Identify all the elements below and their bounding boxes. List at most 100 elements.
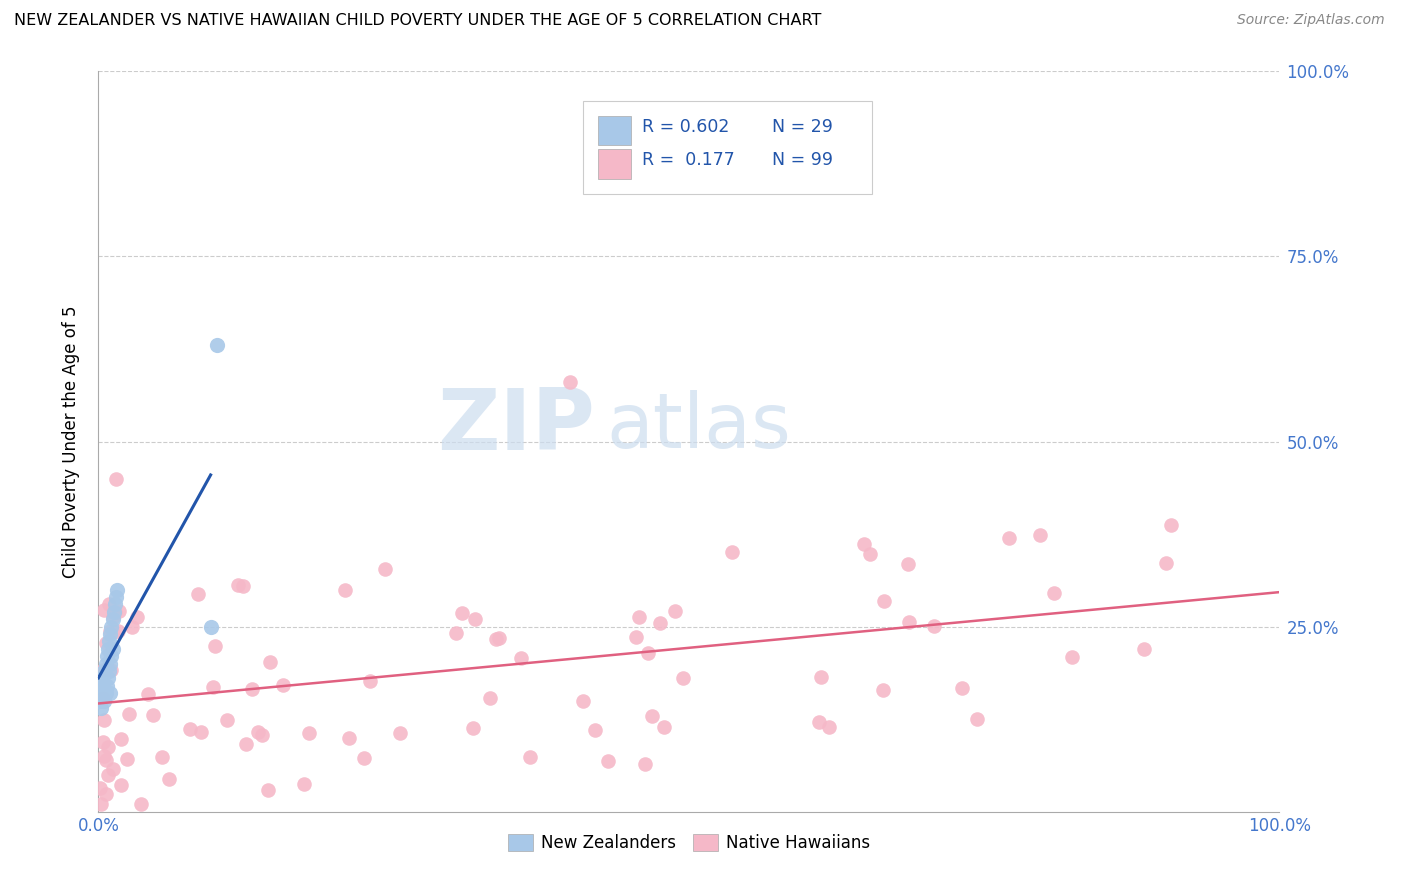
Y-axis label: Child Poverty Under the Age of 5: Child Poverty Under the Age of 5 (62, 305, 80, 578)
Point (852, 537, 875, 551)
Text: NEW ZEALANDER VS NATIVE HAWAIIAN CHILD POVERTY UNDER THE AGE OF 5 CORRELATION CH: NEW ZEALANDER VS NATIVE HAWAIIAN CHILD P… (14, 13, 821, 29)
Point (103, 762, 125, 776)
Point (110, 779, 132, 793)
Point (104, 598, 127, 612)
Point (998, 531, 1021, 545)
Point (374, 562, 396, 576)
Point (90, 797, 112, 812)
Point (98, 657, 121, 671)
Point (97, 768, 120, 782)
Point (105, 582, 128, 597)
Point (247, 724, 270, 739)
Point (97, 739, 120, 754)
Point (664, 604, 686, 618)
Point (596, 754, 619, 768)
Point (90, 701, 112, 715)
Point (98, 686, 121, 700)
Point (626, 630, 648, 644)
FancyBboxPatch shape (598, 149, 631, 178)
Point (628, 610, 651, 624)
Point (226, 577, 249, 591)
Point (96, 649, 118, 664)
Point (93, 664, 115, 678)
Point (259, 656, 281, 670)
Point (333, 582, 356, 597)
Point (101, 610, 124, 624)
Point (91, 679, 114, 693)
Legend: New Zealanders, Native Hawaiians: New Zealanders, Native Hawaiians (501, 828, 877, 859)
Point (389, 726, 412, 740)
Point (117, 752, 139, 766)
Point (142, 707, 165, 722)
Point (461, 722, 484, 736)
Point (96, 753, 118, 767)
Point (634, 756, 657, 771)
Point (1029, 528, 1052, 542)
Point (235, 737, 257, 751)
Point (966, 713, 988, 727)
Point (96, 787, 118, 801)
Point (89, 694, 111, 708)
Point (359, 673, 381, 688)
Point (808, 715, 831, 730)
Point (217, 714, 239, 728)
Point (872, 594, 894, 608)
Point (585, 723, 607, 737)
Point (107, 624, 129, 638)
Point (108, 604, 131, 618)
Point (157, 772, 180, 787)
Point (94, 686, 117, 700)
Text: atlas: atlas (606, 390, 792, 464)
Text: N = 29: N = 29 (772, 118, 832, 136)
Point (637, 646, 659, 660)
Point (89, 679, 111, 693)
Point (204, 639, 226, 653)
Text: Source: ZipAtlas.com: Source: ZipAtlas.com (1237, 13, 1385, 28)
Point (292, 776, 315, 790)
Point (91, 691, 114, 706)
Point (101, 641, 124, 656)
Point (94, 636, 117, 650)
Point (1160, 518, 1182, 533)
Point (94, 657, 117, 671)
Point (337, 731, 360, 745)
Point (110, 732, 132, 747)
Point (89, 780, 111, 795)
Point (90, 672, 112, 686)
Point (98, 598, 121, 612)
Point (897, 615, 920, 630)
Point (922, 619, 945, 633)
Point (91, 734, 114, 748)
Point (571, 694, 593, 708)
Point (1133, 642, 1156, 657)
Point (93, 713, 115, 727)
Point (485, 632, 508, 646)
Point (859, 547, 882, 561)
Text: ZIP: ZIP (437, 385, 595, 468)
Point (100, 663, 122, 677)
Point (271, 678, 294, 692)
Point (952, 681, 974, 695)
Point (479, 691, 502, 706)
Point (654, 720, 676, 734)
Point (129, 797, 152, 812)
Point (1062, 650, 1084, 665)
Point (179, 723, 201, 737)
Point (488, 632, 510, 646)
Point (105, 471, 128, 485)
FancyBboxPatch shape (582, 101, 872, 194)
Point (100, 649, 122, 664)
Point (1043, 586, 1066, 600)
Point (101, 612, 124, 626)
Point (103, 605, 125, 619)
Point (451, 606, 474, 620)
Point (201, 680, 224, 694)
Point (121, 620, 143, 634)
Point (444, 626, 467, 640)
Point (97, 641, 120, 656)
Point (558, 376, 581, 390)
Point (720, 545, 742, 559)
Point (93, 694, 115, 708)
Point (101, 625, 124, 640)
Point (98, 634, 121, 648)
